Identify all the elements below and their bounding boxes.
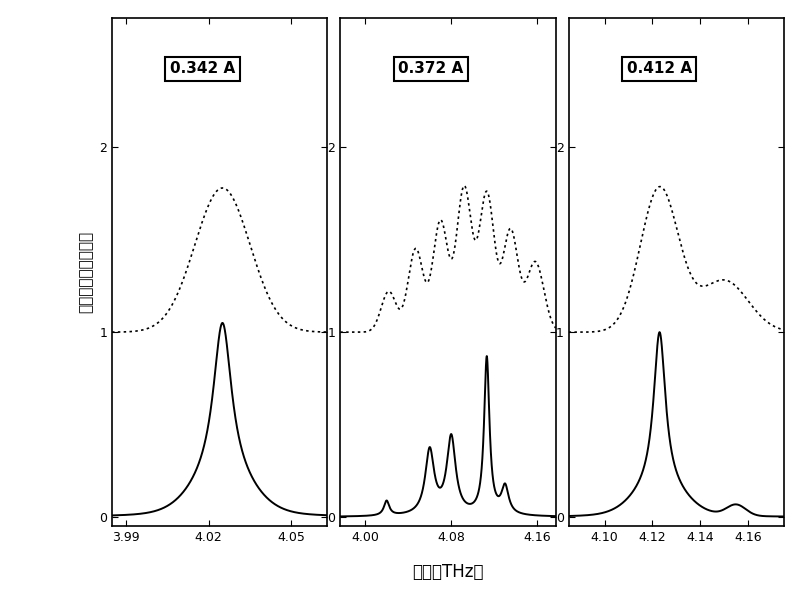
Y-axis label: 发射谱（任意单位）: 发射谱（任意单位） xyxy=(78,231,94,313)
Text: 0.342 A: 0.342 A xyxy=(170,61,235,77)
Text: 0.412 A: 0.412 A xyxy=(626,61,692,77)
Text: 频率（THz）: 频率（THz） xyxy=(412,563,484,581)
Text: 0.372 A: 0.372 A xyxy=(398,61,463,77)
